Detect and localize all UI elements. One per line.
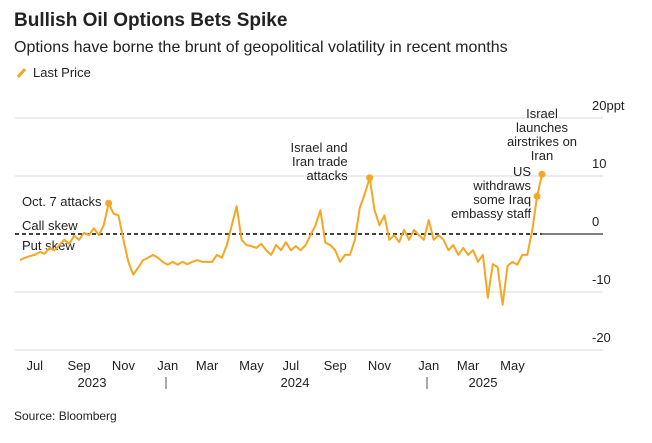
source: Source: Bloomberg: [14, 409, 117, 423]
y-tick-label: -10: [592, 272, 611, 287]
x-tick-label: Nov: [112, 358, 136, 373]
annotation-dot: [105, 199, 113, 207]
line: [19, 174, 543, 306]
x-tick-label: May: [239, 358, 264, 373]
year-label: 2024: [281, 375, 310, 390]
annotation: Israel and Iran trade attacks: [290, 140, 348, 183]
x-tick-label: Sep: [68, 358, 91, 373]
annotation: US withdraws some Iraq embassy staff: [451, 164, 532, 221]
annotation-dot: [538, 170, 546, 178]
x-tick-label: Jan: [418, 358, 439, 373]
legend-label: Last Price: [33, 65, 91, 80]
annotation-dot: [533, 192, 541, 200]
y-tick-label: 20ppt: [592, 98, 625, 113]
chart-subtitle: Options have borne the brunt of geopolit…: [14, 39, 508, 56]
x-tick-label: Jan: [157, 358, 178, 373]
y-tick-label: -20: [592, 330, 611, 345]
annotation: Israel launches airstrikes on Iran: [506, 106, 578, 163]
annotation-dot: [366, 174, 374, 182]
call-label: Call skew: [22, 218, 78, 233]
x-tick-label: Jul: [26, 358, 43, 373]
y-tick-label: 10: [592, 156, 606, 171]
x-tick-label: Mar: [196, 358, 219, 373]
legend-swatch: [16, 68, 27, 78]
put-label: Put skew: [22, 238, 75, 253]
chart-title: Bullish Oil Options Bets Spike: [14, 10, 287, 31]
x-tick-label: Nov: [368, 358, 392, 373]
year-label: 2023: [78, 375, 107, 390]
x-tick-label: Jul: [283, 358, 300, 373]
x-tick-label: May: [500, 358, 525, 373]
y-tick-label: 0: [592, 214, 599, 229]
x-tick-label: Mar: [457, 358, 480, 373]
x-tick-label: Sep: [324, 358, 347, 373]
annotation: Oct. 7 attacks: [22, 194, 102, 209]
year-label: 2025: [469, 375, 498, 390]
